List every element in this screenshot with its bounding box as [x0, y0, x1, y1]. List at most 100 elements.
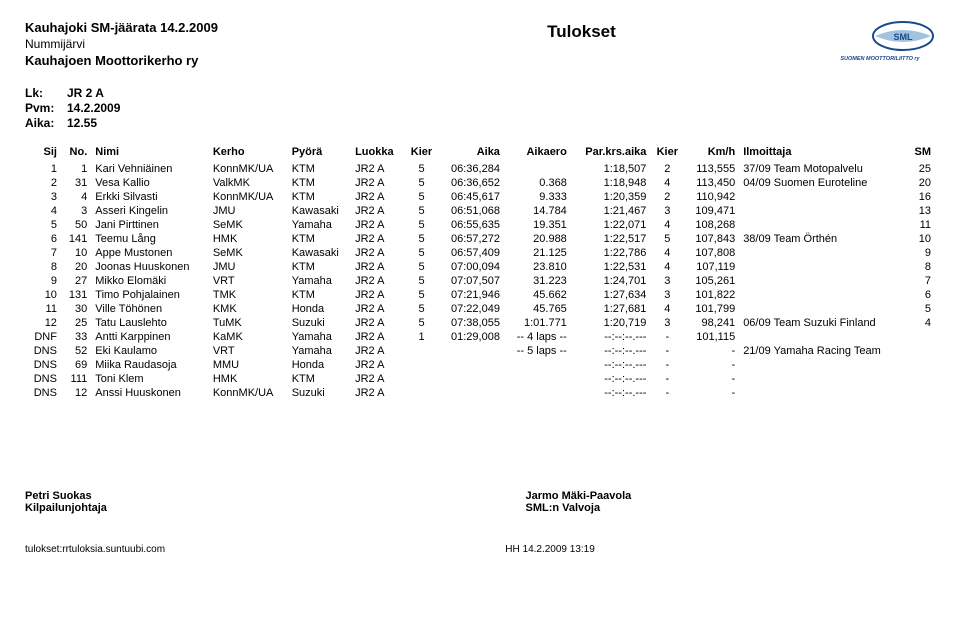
table-row: 11Kari VehniäinenKonnMK/UAKTMJR2 A506:36… — [25, 162, 935, 176]
federation-logo: SML SUOMEN MOOTTORILIITTO ry — [825, 20, 935, 68]
table-cell: 3 — [650, 316, 684, 330]
table-cell: DNS — [25, 372, 61, 386]
table-cell — [739, 274, 907, 288]
table-cell: - — [650, 386, 684, 400]
table-cell: VRT — [209, 344, 288, 358]
table-cell — [438, 372, 504, 386]
table-cell: 9 — [25, 274, 61, 288]
table-cell: 109,471 — [684, 204, 739, 218]
table-cell: Suzuki — [288, 386, 351, 400]
table-cell: 20.988 — [504, 232, 571, 246]
table-cell: 5 — [405, 176, 439, 190]
table-cell: 10 — [907, 232, 935, 246]
table-cell: 5 — [405, 316, 439, 330]
table-cell: 5 — [405, 190, 439, 204]
table-cell: Yamaha — [288, 330, 351, 344]
table-cell: 1:24,701 — [571, 274, 651, 288]
results-heading: Tulokset — [547, 22, 616, 42]
footer: Petri Suokas Kilpailunjohtaja Jarmo Mäki… — [25, 490, 935, 514]
table-cell: --:--:--.--- — [571, 330, 651, 344]
table-header-row: Sij No. Nimi Kerho Pyörä Luokka Kier Aik… — [25, 144, 935, 162]
table-cell: 1:21,467 — [571, 204, 651, 218]
table-cell: 98,241 — [684, 316, 739, 330]
table-cell: 1 — [61, 162, 91, 176]
meta-lk-value: JR 2 A — [67, 86, 104, 100]
table-cell: 5 — [25, 218, 61, 232]
table-cell: 1:22,517 — [571, 232, 651, 246]
table-cell: 12 — [61, 386, 91, 400]
table-cell — [739, 190, 907, 204]
table-cell: 5 — [405, 302, 439, 316]
table-cell: JR2 A — [351, 218, 405, 232]
table-cell: 5 — [405, 288, 439, 302]
table-cell — [438, 386, 504, 400]
table-cell: Honda — [288, 358, 351, 372]
table-cell: Vesa Kallio — [91, 176, 209, 190]
table-row: 927Mikko ElomäkiVRTYamahaJR2 A507:07,507… — [25, 274, 935, 288]
table-cell — [739, 246, 907, 260]
table-cell: 107,119 — [684, 260, 739, 274]
table-cell: 6 — [25, 232, 61, 246]
table-cell: 1 — [25, 162, 61, 176]
table-cell: Kawasaki — [288, 204, 351, 218]
meta-pvm-value: 14.2.2009 — [67, 101, 120, 115]
table-cell: 1:22,071 — [571, 218, 651, 232]
table-cell: 1:27,681 — [571, 302, 651, 316]
table-cell: 11 — [25, 302, 61, 316]
table-cell: JR2 A — [351, 358, 405, 372]
table-cell: 20 — [907, 176, 935, 190]
col-kier: Kier — [405, 144, 439, 162]
table-cell: 16 — [907, 190, 935, 204]
supervisor-role: SML:n Valvoja — [526, 502, 936, 514]
table-cell: 10 — [25, 288, 61, 302]
table-cell: 07:21,946 — [438, 288, 504, 302]
table-cell: 6 — [907, 288, 935, 302]
table-cell: DNF — [25, 330, 61, 344]
table-cell: - — [650, 330, 684, 344]
table-cell: 25 — [61, 316, 91, 330]
table-cell: 113,450 — [684, 176, 739, 190]
table-cell: 07:22,049 — [438, 302, 504, 316]
table-cell: - — [684, 386, 739, 400]
table-cell: 4 — [650, 218, 684, 232]
meta-aika-label: Aika: — [25, 116, 67, 130]
table-cell: 1:01.771 — [504, 316, 571, 330]
logo-text-bottom: SUOMEN MOOTTORILIITTO ry — [840, 56, 920, 62]
table-cell: KTM — [288, 232, 351, 246]
table-cell: 7 — [25, 246, 61, 260]
table-cell: KTM — [288, 162, 351, 176]
table-cell: Tatu Lauslehto — [91, 316, 209, 330]
table-cell: --:--:--.--- — [571, 358, 651, 372]
table-cell: 141 — [61, 232, 91, 246]
table-cell: 06:45,617 — [438, 190, 504, 204]
table-cell: DNS — [25, 386, 61, 400]
table-cell — [405, 358, 439, 372]
table-cell: 06:36,652 — [438, 176, 504, 190]
table-cell: 27 — [61, 274, 91, 288]
table-cell: 20 — [61, 260, 91, 274]
table-cell: Joonas Huuskonen — [91, 260, 209, 274]
table-cell: - — [650, 344, 684, 358]
table-cell — [438, 358, 504, 372]
table-cell: 13 — [907, 204, 935, 218]
table-row: DNS12Anssi HuuskonenKonnMK/UASuzukiJR2 A… — [25, 386, 935, 400]
table-cell — [438, 344, 504, 358]
table-cell: Mikko Elomäki — [91, 274, 209, 288]
event-location: Nummijärvi — [25, 37, 218, 51]
table-cell: 04/09 Suomen Euroteline — [739, 176, 907, 190]
col-nimi: Nimi — [91, 144, 209, 162]
table-cell: Toni Klem — [91, 372, 209, 386]
table-cell: JMU — [209, 260, 288, 274]
table-cell: Yamaha — [288, 218, 351, 232]
table-cell: 07:00,094 — [438, 260, 504, 274]
table-row: 231Vesa KallioValkMKKTMJR2 A506:36,6520.… — [25, 176, 935, 190]
table-cell: Anssi Huuskonen — [91, 386, 209, 400]
table-cell: 10 — [61, 246, 91, 260]
col-aikaero: Aikaero — [504, 144, 571, 162]
table-cell: 06:36,284 — [438, 162, 504, 176]
table-cell: 3 — [650, 204, 684, 218]
table-cell: 06:57,272 — [438, 232, 504, 246]
meta-pvm-label: Pvm: — [25, 101, 67, 115]
table-cell: 3 — [61, 204, 91, 218]
table-row: 710Appe MustonenSeMKKawasakiJR2 A506:57,… — [25, 246, 935, 260]
